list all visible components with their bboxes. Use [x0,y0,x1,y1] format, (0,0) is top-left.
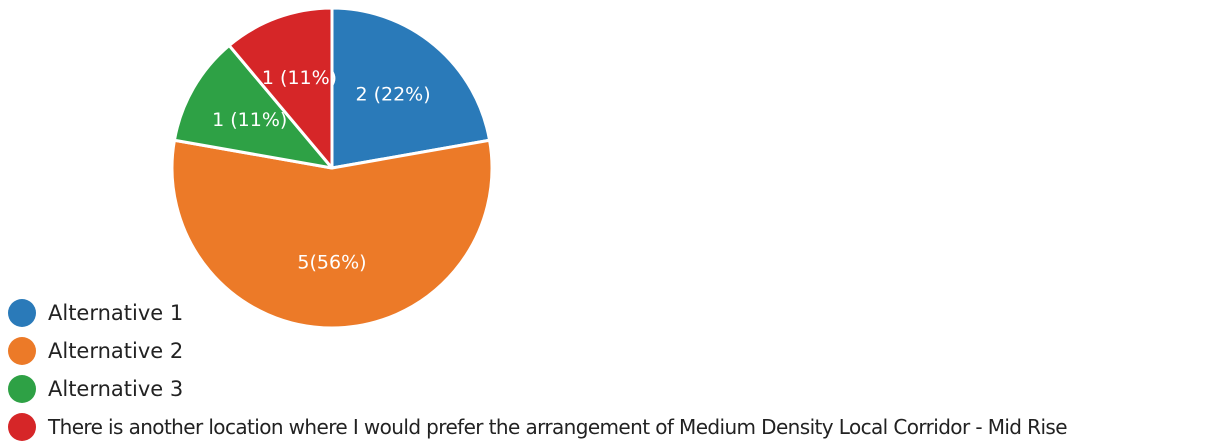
legend-item-alternative-3: Alternative 3 [8,370,1226,408]
legend-item-alternative-2: Alternative 2 [8,332,1226,370]
legend: Alternative 1 Alternative 2 Alternative … [8,294,1226,446]
legend-swatch [8,299,36,327]
legend-label: Alternative 1 [48,301,184,325]
legend-label: Alternative 2 [48,339,184,363]
pie-slice-alternative-1 [330,6,492,170]
pie-slice-alternative-3 [172,43,334,170]
legend-item-other-location: There is another location where I would … [8,408,1226,446]
legend-swatch [8,413,36,441]
pie-slice-alternative-2 [170,138,494,330]
pie-slice-other-location [227,6,334,170]
slice-label-alternative-3: 1 (11%) [212,109,287,131]
legend-label: There is another location where I would … [48,415,1068,439]
legend-swatch [8,337,36,365]
legend-item-alternative-1: Alternative 1 [8,294,1226,332]
legend-label: Alternative 3 [48,377,184,401]
slice-label-alternative-1: 2 (22%) [355,84,430,106]
legend-swatch [8,375,36,403]
slice-label-other-location: 1 (11%) [262,67,337,89]
pie-chart: 2 (22%) 5(56%) 1 (11%) 1 (11%) [170,6,494,330]
slice-label-alternative-2: 5(56%) [297,252,366,274]
